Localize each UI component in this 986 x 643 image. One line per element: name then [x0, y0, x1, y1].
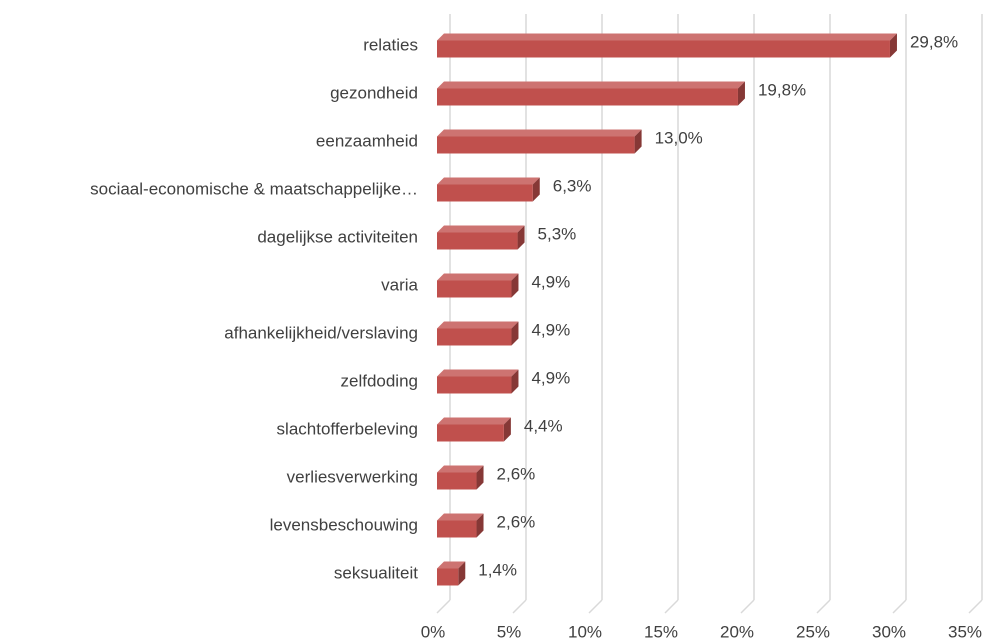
bar-top [437, 561, 466, 569]
value-label: 2,6% [497, 464, 536, 483]
value-label: 4,9% [531, 368, 570, 387]
x-tick-label: 0% [421, 622, 446, 641]
x-tick-label: 35% [948, 622, 982, 641]
bar [437, 136, 635, 154]
y-tick-label: seksualiteit [334, 563, 418, 582]
y-tick-label: dagelijkse activiteiten [257, 227, 418, 246]
bar-side [503, 417, 511, 442]
y-tick-label: sociaal-economische & maatschappelijke… [90, 179, 418, 198]
grid-line-floor [588, 599, 603, 614]
bar [437, 520, 477, 538]
value-label: 5,3% [538, 224, 577, 243]
bar [437, 568, 459, 586]
value-label: 4,4% [524, 416, 563, 435]
bar-side [634, 129, 642, 154]
bar-side [517, 225, 525, 250]
value-label: 6,3% [553, 176, 592, 195]
y-tick-label: relaties [363, 35, 418, 54]
grid-line-floor [664, 599, 679, 614]
x-tick-label: 25% [796, 622, 830, 641]
grid-line-floor [892, 599, 907, 614]
bar-top [437, 513, 484, 521]
bar [437, 424, 504, 442]
value-label: 19,8% [758, 80, 806, 99]
y-tick-label: varia [381, 275, 418, 294]
value-label: 2,6% [497, 512, 536, 531]
y-tick-label: verliesverwerking [287, 467, 418, 486]
x-tick-label: 30% [872, 622, 906, 641]
bar [437, 472, 477, 490]
x-tick-label: 15% [644, 622, 678, 641]
bar-top [437, 369, 519, 377]
bar [437, 280, 512, 298]
x-tick-label: 5% [497, 622, 522, 641]
bar [437, 328, 512, 346]
bar-top [437, 417, 511, 425]
bar [437, 184, 533, 202]
bar-side [511, 321, 519, 346]
bar-top [437, 225, 525, 233]
y-tick-label: levensbeschouwing [270, 515, 418, 534]
grid-line-floor [740, 599, 755, 614]
bar-top [437, 273, 519, 281]
bar-top [437, 129, 642, 137]
x-tick-label: 10% [568, 622, 602, 641]
bar-top [437, 465, 484, 473]
bar-side [458, 561, 466, 586]
bar-side [737, 81, 745, 106]
y-tick-label: slachtofferbeleving [277, 419, 418, 438]
bar-side [889, 33, 897, 58]
bar-top [437, 81, 745, 89]
y-tick-label: gezondheid [330, 83, 418, 102]
grid-line-floor [436, 599, 451, 614]
bar-side [532, 177, 540, 202]
bar-top [437, 33, 897, 41]
bar-top [437, 177, 540, 185]
bar [437, 232, 518, 250]
y-tick-label: eenzaamheid [316, 131, 418, 150]
y-tick-label: zelfdoding [340, 371, 418, 390]
bar [437, 376, 512, 394]
bar-side [476, 513, 484, 538]
value-label: 4,9% [531, 272, 570, 291]
y-tick-label: afhankelijkheid/verslaving [224, 323, 418, 342]
bar-side [511, 369, 519, 394]
bar [437, 40, 890, 58]
value-label: 4,9% [531, 320, 570, 339]
x-tick-label: 20% [720, 622, 754, 641]
bar-side [511, 273, 519, 298]
value-label: 13,0% [655, 128, 703, 147]
grid-line-floor [968, 599, 983, 614]
bar-top [437, 321, 519, 329]
value-label: 29,8% [910, 32, 958, 51]
bar [437, 88, 738, 106]
grid-line-floor [512, 599, 527, 614]
value-label: 1,4% [478, 560, 517, 579]
grid-line-floor [816, 599, 831, 614]
bar-side [476, 465, 484, 490]
